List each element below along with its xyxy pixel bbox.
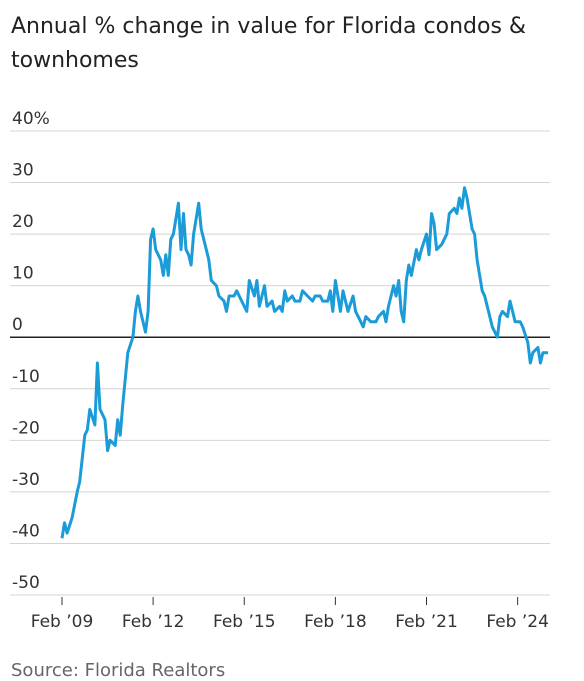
y-tick-label: 30: [12, 161, 34, 181]
y-tick-label: 20: [12, 212, 34, 232]
x-tick-label: Feb ’09: [31, 612, 94, 632]
x-tick-label: Feb ’18: [304, 612, 367, 632]
x-tick-label: Feb ’21: [395, 612, 458, 632]
x-tick-label: Feb ’12: [122, 612, 185, 632]
y-tick-label: 0: [12, 315, 23, 335]
y-tick-label: 40%: [12, 109, 50, 129]
y-tick-label: -40: [12, 521, 40, 541]
y-tick-label: -50: [12, 573, 40, 593]
y-tick-label: -20: [12, 418, 40, 438]
data-line: [60, 186, 548, 539]
y-tick-label: 10: [12, 264, 34, 284]
x-tick-label: Feb ’24: [486, 612, 549, 632]
y-tick-label: -10: [12, 367, 40, 387]
chart-subtitle: Annual % change in value for Florida con…: [11, 14, 527, 73]
x-tick-label: Feb ’15: [213, 612, 276, 632]
y-tick-label: -30: [12, 470, 40, 490]
source-note: Source: Florida Realtors: [11, 660, 226, 681]
